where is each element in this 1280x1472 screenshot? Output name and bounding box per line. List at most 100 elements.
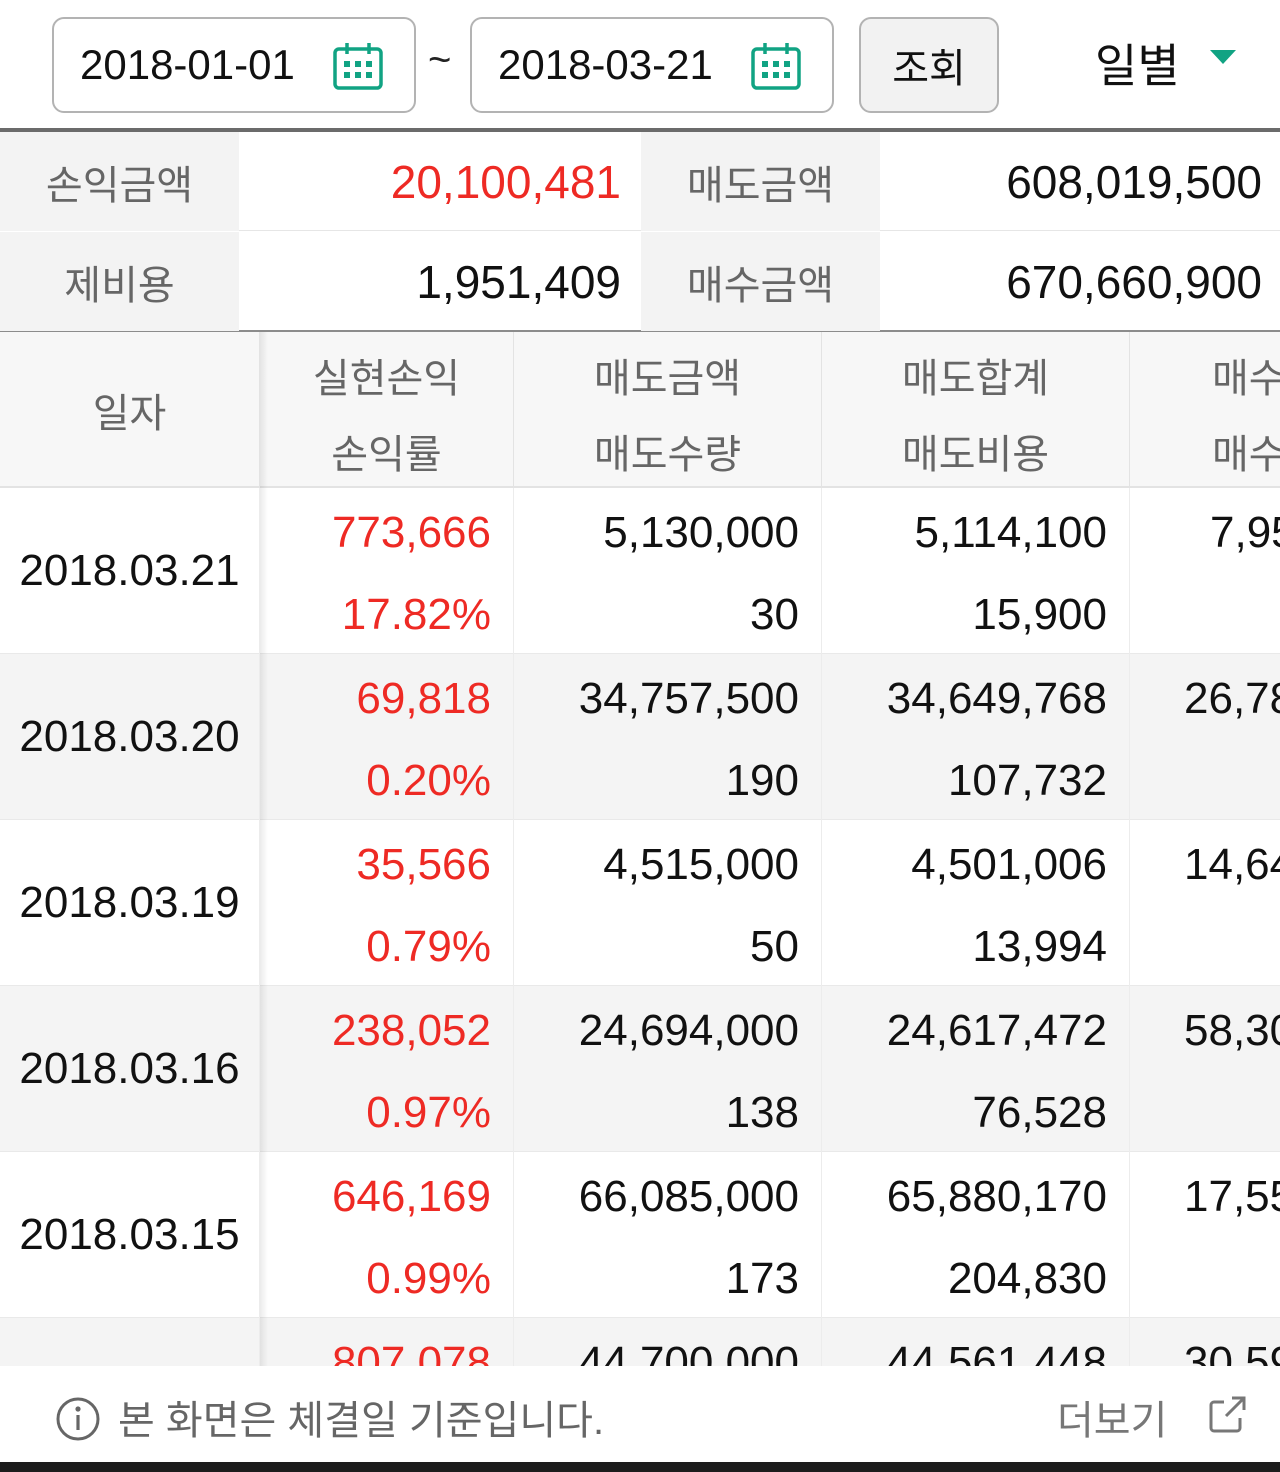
footer-note: 본 화면은 체결일 기준입니다. bbox=[118, 1399, 605, 1443]
row-sell-amount: 66,085,000 bbox=[578, 1172, 799, 1221]
summary-row: 제비용 1,951,409 매수금액 670,660,900 bbox=[0, 232, 1280, 331]
row-sell-total-cell: 65,880,170 204,830 bbox=[822, 1152, 1130, 1318]
end-date-value: 2018-03-21 bbox=[498, 41, 713, 88]
row-realized-pl: 238,052 bbox=[331, 1006, 491, 1055]
header-sell: 매도금액 매도수량 bbox=[514, 332, 822, 488]
row-sell-total: 4,501,006 bbox=[911, 840, 1107, 889]
row-buy-amount: 58,30 bbox=[1184, 1006, 1280, 1055]
header-sell-total-label: 매도합계 bbox=[901, 357, 1050, 401]
row-buy-cell: 30,59 bbox=[1130, 1318, 1280, 1366]
table-header: 일자 실현손익 손익률 매도금액 매도수량 매도합계 매도비용 매수 매수 bbox=[0, 332, 1280, 488]
row-sell-amount: 5,130,000 bbox=[603, 508, 799, 557]
row-sell-cell: 44,700,000 bbox=[514, 1318, 822, 1366]
row-realized-pl: 646,169 bbox=[331, 1172, 491, 1221]
header-sell-total: 매도합계 매도비용 bbox=[822, 332, 1130, 488]
profit-amount-label: 손익금액 bbox=[0, 132, 239, 231]
more-link[interactable]: 더보기 bbox=[1057, 1399, 1168, 1443]
row-realized-pl: 69,818 bbox=[356, 674, 491, 723]
external-link-icon[interactable] bbox=[1208, 1394, 1248, 1434]
system-nav-bar bbox=[0, 1462, 1280, 1472]
filter-bar: 2018-01-01 ~ 2018-03-21 조회 일별 bbox=[0, 0, 1280, 128]
header-buy-amount-label: 매수 bbox=[1212, 357, 1280, 401]
row-sell-cost: 15,900 bbox=[972, 590, 1107, 639]
row-pl-rate: 0.20% bbox=[366, 756, 491, 805]
summary-row: 손익금액 20,100,481 매도금액 608,019,500 bbox=[0, 132, 1280, 231]
row-pl-rate: 0.79% bbox=[366, 922, 491, 971]
info-icon bbox=[56, 1397, 100, 1441]
footer: 본 화면은 체결일 기준입니다. 더보기 bbox=[0, 1366, 1280, 1462]
header-buy-qty-label: 매수 bbox=[1212, 433, 1280, 477]
buy-amount-label: 매수금액 bbox=[641, 232, 880, 331]
header-realized-pl-label: 실현손익 bbox=[312, 357, 461, 401]
row-date: 2018.03.19 bbox=[0, 820, 260, 986]
row-buy-cell: 17,55 bbox=[1130, 1152, 1280, 1318]
row-buy-cell: 14,64 bbox=[1130, 820, 1280, 986]
row-sell-cost: 107,732 bbox=[947, 756, 1107, 805]
row-sell-qty: 190 bbox=[725, 756, 799, 805]
row-sell-total: 65,880,170 bbox=[886, 1172, 1107, 1221]
header-sell-amount-label: 매도금액 bbox=[593, 357, 742, 401]
row-sell-total-cell: 24,617,472 76,528 bbox=[822, 986, 1130, 1152]
row-pl-rate: 17.82% bbox=[341, 590, 491, 639]
row-pl-cell: 35,566 0.79% bbox=[260, 820, 514, 986]
summary-panel: 손익금액 20,100,481 매도금액 608,019,500 제비용 1,9… bbox=[0, 128, 1280, 332]
row-pl-cell: 69,818 0.20% bbox=[260, 654, 514, 820]
calendar-icon[interactable] bbox=[750, 41, 802, 91]
row-sell-cost: 76,528 bbox=[972, 1088, 1107, 1137]
expenses-value: 1,951,409 bbox=[416, 255, 621, 308]
row-sell-qty: 30 bbox=[750, 590, 799, 639]
header-sell-qty-label: 매도수량 bbox=[593, 433, 742, 477]
row-sell-cost: 13,994 bbox=[972, 922, 1107, 971]
row-date bbox=[0, 1318, 260, 1366]
row-sell-total-cell: 44,561,448 bbox=[822, 1318, 1130, 1366]
row-sell-cost: 204,830 bbox=[947, 1254, 1107, 1303]
row-buy-amount: 17,55 bbox=[1184, 1172, 1280, 1221]
expenses-label: 제비용 bbox=[0, 232, 239, 331]
start-date-value: 2018-01-01 bbox=[80, 41, 295, 88]
end-date-field[interactable]: 2018-03-21 bbox=[470, 17, 834, 113]
row-realized-pl: 35,566 bbox=[356, 840, 491, 889]
row-realized-pl: 807,078 bbox=[331, 1338, 491, 1366]
row-sell-amount: 24,694,000 bbox=[578, 1006, 799, 1055]
row-date: 2018.03.15 bbox=[0, 1152, 260, 1318]
table-row[interactable]: 807,078 44,700,000 44,561,448 30,59 bbox=[0, 1318, 1280, 1366]
header-buy: 매수 매수 bbox=[1130, 332, 1280, 488]
row-realized-pl: 773,666 bbox=[331, 508, 491, 557]
row-sell-cell: 34,757,500 190 bbox=[514, 654, 822, 820]
header-date: 일자 bbox=[0, 332, 260, 488]
daily-pl-table[interactable]: 일자 실현손익 손익률 매도금액 매도수량 매도합계 매도비용 매수 매수 20… bbox=[0, 332, 1280, 1366]
row-sell-total: 44,561,448 bbox=[886, 1338, 1107, 1366]
header-sell-cost-label: 매도비용 bbox=[901, 433, 1050, 477]
row-buy-amount: 30,59 bbox=[1184, 1338, 1280, 1366]
row-sell-qty: 50 bbox=[750, 922, 799, 971]
date-range-separator: ~ bbox=[428, 38, 452, 82]
row-sell-qty: 173 bbox=[725, 1254, 799, 1303]
table-row[interactable]: 2018.03.21 773,666 17.82% 5,130,000 30 5… bbox=[0, 488, 1280, 654]
row-sell-total: 5,114,100 bbox=[914, 508, 1107, 557]
row-date: 2018.03.20 bbox=[0, 654, 260, 820]
row-sell-total-cell: 4,501,006 13,994 bbox=[822, 820, 1130, 986]
table-row[interactable]: 2018.03.19 35,566 0.79% 4,515,000 50 4,5… bbox=[0, 820, 1280, 986]
search-button[interactable]: 조회 bbox=[859, 17, 999, 113]
row-buy-cell: 26,78 bbox=[1130, 654, 1280, 820]
row-pl-cell: 773,666 17.82% bbox=[260, 488, 514, 654]
row-sell-total-cell: 5,114,100 15,900 bbox=[822, 488, 1130, 654]
start-date-field[interactable]: 2018-01-01 bbox=[52, 17, 416, 113]
row-buy-amount: 14,64 bbox=[1184, 840, 1280, 889]
table-row[interactable]: 2018.03.20 69,818 0.20% 34,757,500 190 3… bbox=[0, 654, 1280, 820]
row-sell-cell: 4,515,000 50 bbox=[514, 820, 822, 986]
table-row[interactable]: 2018.03.16 238,052 0.97% 24,694,000 138 … bbox=[0, 986, 1280, 1152]
row-buy-amount: 7,95 bbox=[1210, 508, 1280, 557]
period-select[interactable]: 일별 bbox=[1095, 28, 1236, 98]
row-buy-cell: 7,95 bbox=[1130, 488, 1280, 654]
row-buy-cell: 58,30 bbox=[1130, 986, 1280, 1152]
row-sell-cell: 24,694,000 138 bbox=[514, 986, 822, 1152]
triangle-down-icon bbox=[1209, 50, 1236, 64]
table-row[interactable]: 2018.03.15 646,169 0.99% 66,085,000 173 … bbox=[0, 1152, 1280, 1318]
header-realized-pl: 실현손익 손익률 bbox=[260, 332, 514, 488]
row-pl-cell: 807,078 bbox=[260, 1318, 514, 1366]
row-sell-amount: 44,700,000 bbox=[578, 1338, 799, 1366]
profit-amount-value: 20,100,481 bbox=[390, 155, 621, 208]
calendar-icon[interactable] bbox=[332, 41, 384, 91]
row-date: 2018.03.16 bbox=[0, 986, 260, 1152]
